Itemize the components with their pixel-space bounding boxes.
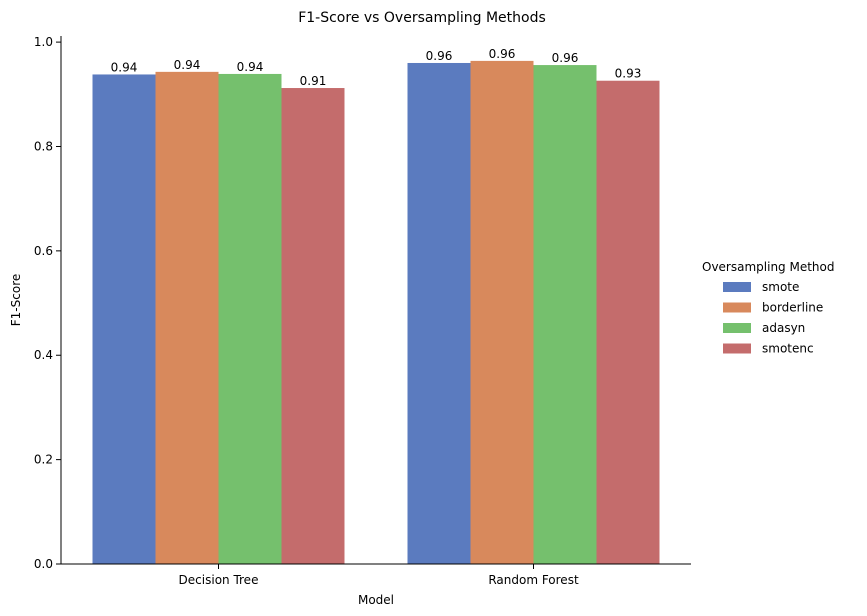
plot-area: 0.94 0.96 0.94 0.96 0.94 0.96 0.91 0.93 0.0 0.2 0.… bbox=[34, 35, 691, 587]
chart-title: F1-Score vs Oversampling Methods bbox=[298, 10, 546, 26]
legend-label-smote: smote bbox=[762, 280, 799, 294]
bar-smote bbox=[407, 62, 471, 565]
y-tick-label: 0.8 bbox=[34, 139, 53, 153]
y-tick-label: 0.2 bbox=[34, 453, 53, 467]
y-tick-label: 0.4 bbox=[34, 348, 53, 362]
bar-borderline bbox=[470, 60, 534, 564]
bar-adasyn bbox=[218, 73, 282, 564]
data-label: 0.94 bbox=[174, 58, 201, 72]
data-label: 0.91 bbox=[300, 74, 327, 88]
legend-label-adasyn: adasyn bbox=[762, 321, 805, 335]
y-axis-label: F1-Score bbox=[9, 274, 23, 326]
data-label: 0.94 bbox=[237, 60, 264, 74]
legend: Oversampling Method smote borderline adasy… bbox=[702, 260, 835, 356]
x-tick-label: Random Forest bbox=[488, 573, 579, 587]
data-label: 0.96 bbox=[489, 47, 516, 61]
bar-borderline bbox=[155, 71, 219, 565]
data-label: 0.96 bbox=[552, 51, 579, 65]
bar-smote bbox=[92, 74, 156, 565]
x-tick-label: Decision Tree bbox=[179, 573, 259, 587]
data-label: 0.93 bbox=[615, 67, 642, 81]
bar-smotenc bbox=[596, 80, 660, 564]
legend-swatch-smote bbox=[723, 282, 751, 292]
y-tick-label: 1.0 bbox=[34, 35, 53, 49]
x-axis-label: Model bbox=[358, 593, 394, 607]
legend-title: Oversampling Method bbox=[702, 260, 835, 274]
legend-label-borderline: borderline bbox=[762, 301, 823, 315]
bar-adasyn bbox=[533, 65, 597, 564]
bar-smotenc bbox=[281, 88, 345, 565]
y-tick-label: 0.0 bbox=[34, 557, 53, 571]
legend-swatch-smotenc bbox=[723, 343, 751, 354]
y-tick-label: 0.6 bbox=[34, 244, 53, 258]
legend-swatch-adasyn bbox=[723, 323, 751, 333]
data-label: 0.94 bbox=[111, 60, 138, 74]
data-label: 0.96 bbox=[426, 49, 453, 63]
legend-swatch-borderline bbox=[723, 302, 751, 313]
legend-label-smotenc: smotenc bbox=[762, 342, 814, 356]
